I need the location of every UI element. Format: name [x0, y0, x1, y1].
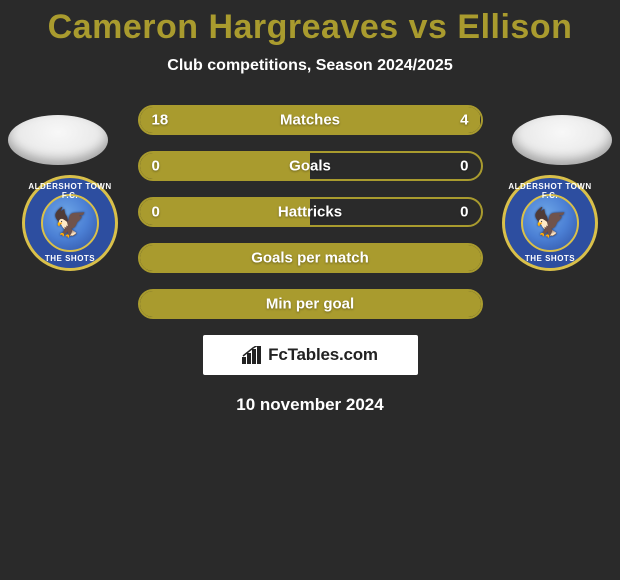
stat-seg-right [419, 107, 480, 133]
player-headshot-right [512, 115, 612, 165]
page-subtitle: Club competitions, Season 2024/2025 [0, 57, 620, 75]
crest-bird-icon: 🦅 [533, 209, 568, 237]
comparison-bars: Matches184 Goals00 Hattricks00 Goals per ma… [138, 105, 483, 319]
player-headshot-left [8, 115, 108, 165]
stat-seg-left [140, 107, 420, 133]
club-crest-left: ALDERSHOT TOWN F.C. THE SHOTS 🦅 [22, 175, 118, 271]
stat-seg-left [140, 153, 311, 179]
stat-value-right: 0 [460, 204, 468, 221]
snapshot-date: 10 november 2024 [0, 395, 620, 415]
crest-text-bottom: THE SHOTS [505, 254, 595, 263]
stat-seg-full [140, 245, 481, 271]
club-crest-right: ALDERSHOT TOWN F.C. THE SHOTS 🦅 [502, 175, 598, 271]
stat-row: Matches184 [138, 105, 483, 135]
crest-text-top: ALDERSHOT TOWN F.C. [25, 182, 115, 200]
stat-row: Goals per match [138, 243, 483, 273]
crest-bird-icon: 🦅 [53, 209, 88, 237]
stat-row: Min per goal [138, 289, 483, 319]
stat-value-right: 0 [460, 158, 468, 175]
brand-card: FcTables.com [203, 335, 418, 375]
page-title: Cameron Hargreaves vs Ellison [0, 0, 620, 47]
stat-seg-full [140, 291, 481, 317]
stat-seg-left [140, 199, 311, 225]
comparison-area: ALDERSHOT TOWN F.C. THE SHOTS 🦅 ALDERSHO… [0, 105, 620, 415]
stat-row: Goals00 [138, 151, 483, 181]
stat-row: Hattricks00 [138, 197, 483, 227]
brand-text: FcTables.com [268, 345, 378, 365]
crest-text-top: ALDERSHOT TOWN F.C. [505, 182, 595, 200]
crest-text-bottom: THE SHOTS [25, 254, 115, 263]
brand-bars-icon [242, 346, 264, 364]
